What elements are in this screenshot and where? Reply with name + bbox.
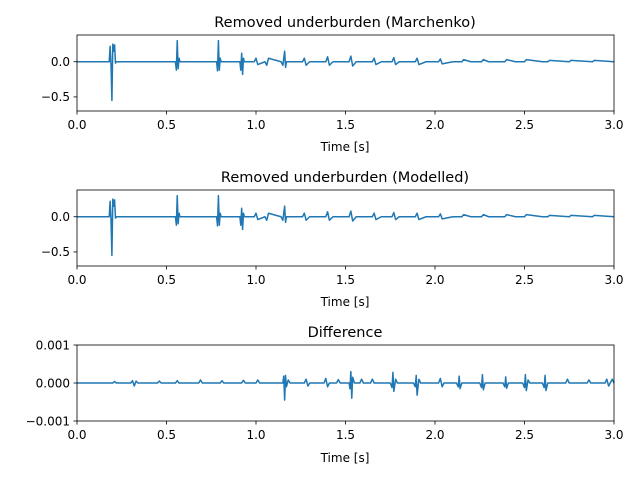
subplot-title: Difference: [308, 325, 383, 341]
x-tick-label: 2.5: [515, 428, 534, 442]
x-tick-label: 2.5: [515, 273, 534, 287]
x-tick-label: 1.0: [246, 118, 265, 132]
x-axis-label: Time [s]: [320, 140, 370, 154]
x-tick-label: 0.0: [67, 273, 86, 287]
x-tick-label: 3.0: [604, 273, 623, 287]
x-tick-label: 2.0: [425, 118, 444, 132]
x-tick-label: 2.0: [425, 428, 444, 442]
y-tick-label: −0.001: [26, 414, 70, 428]
x-tick-label: 1.5: [336, 118, 355, 132]
x-tick-label: 0.5: [157, 273, 176, 287]
x-tick-label: 1.0: [246, 428, 265, 442]
subplot-title: Removed underburden (Marchenko): [214, 15, 476, 31]
x-tick-label: 1.5: [336, 428, 355, 442]
y-tick-label: 0.001: [36, 338, 70, 352]
y-tick-label: 0.000: [36, 376, 70, 390]
subplot-difference: Difference 0.0 0.5 1.0 1.5 2.0 2.5 3.0 0.001 0.0…: [26, 325, 624, 465]
subplot-title: Removed underburden (Modelled): [221, 170, 469, 186]
series-line: [77, 370, 615, 401]
x-tick-label: 2.0: [425, 273, 444, 287]
x-tick-label: 0.0: [67, 118, 86, 132]
y-tick-label: 0.0: [51, 210, 70, 224]
x-tick-label: 0.0: [67, 428, 86, 442]
y-tick-label: −0.5: [41, 90, 70, 104]
x-axis-label: Time [s]: [320, 451, 370, 465]
x-tick-label: 2.5: [515, 118, 534, 132]
y-tick-label: 0.0: [51, 55, 70, 69]
x-tick-label: 1.5: [336, 273, 355, 287]
series-line: [77, 194, 615, 257]
x-tick-label: 3.0: [604, 118, 623, 132]
x-tick-label: 3.0: [604, 428, 623, 442]
x-tick-label: 0.5: [157, 428, 176, 442]
subplot-modelled: Removed underburden (Modelled) 0.0 0.5 1.0…: [41, 170, 624, 309]
y-tick-label: −0.5: [41, 245, 70, 259]
x-tick-label: 1.0: [246, 273, 265, 287]
x-tick-label: 0.5: [157, 118, 176, 132]
subplot-marchenko: Removed underburden (Marchenko) 0.0 0.5 1.…: [41, 15, 624, 154]
series-line: [77, 39, 615, 102]
x-axis-label: Time [s]: [320, 295, 370, 309]
